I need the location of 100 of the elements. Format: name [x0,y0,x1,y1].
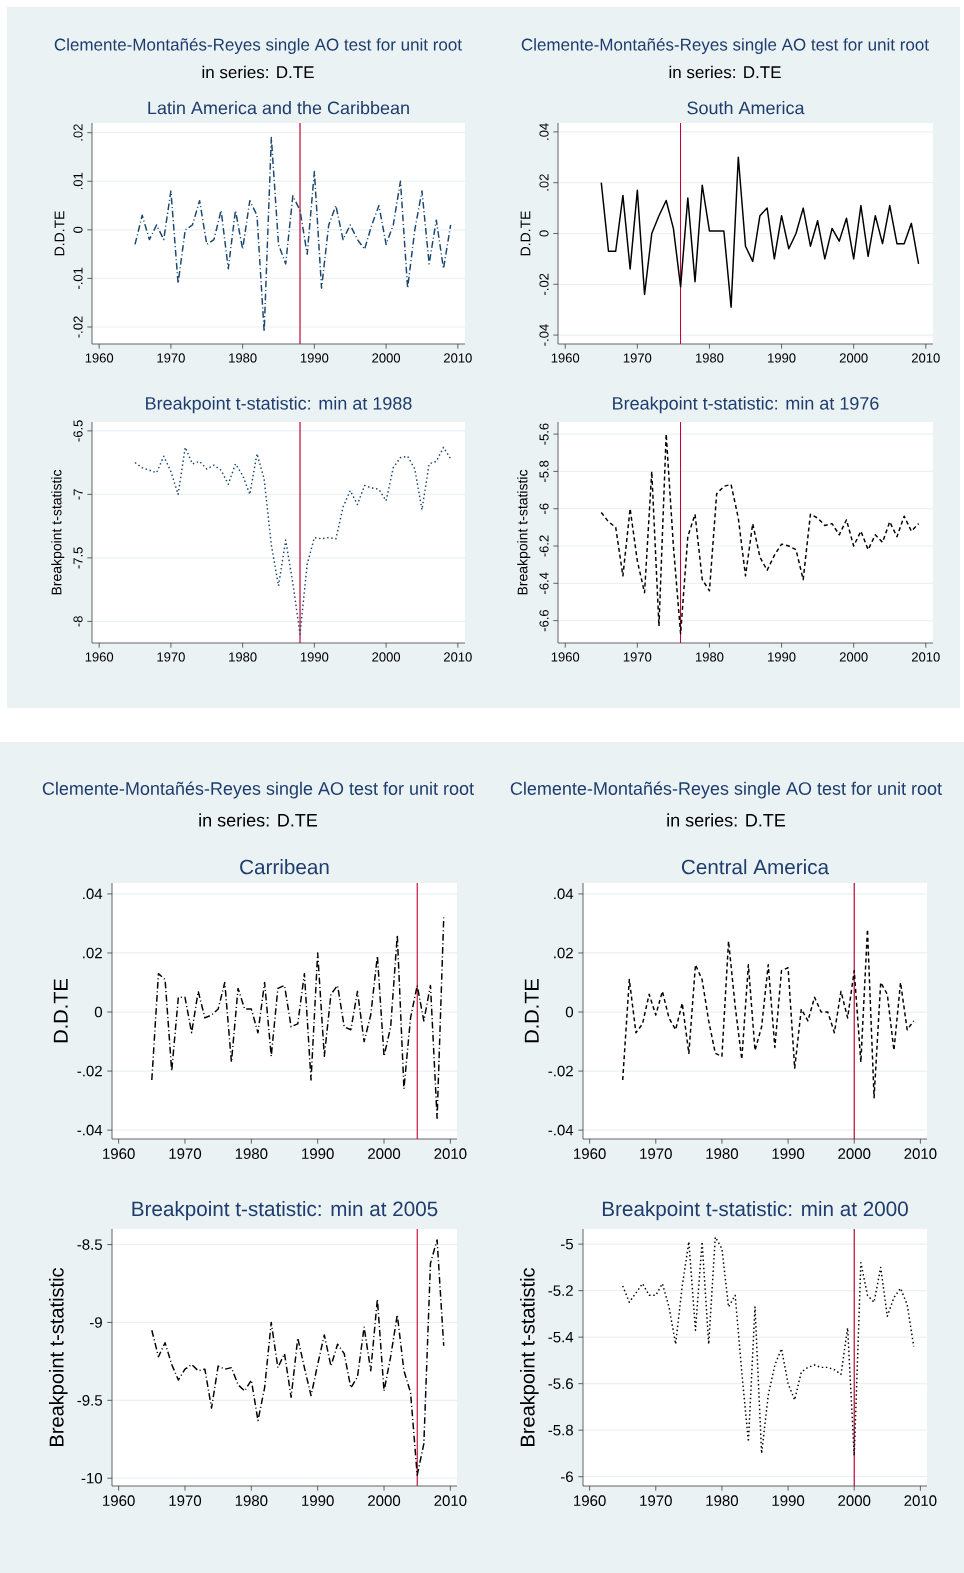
x-tick-label: 1990 [300,652,329,662]
x-tick-label: 1970 [157,353,185,363]
y-axis-title: D.D.TE [520,211,531,256]
x-tick-label: 2010 [444,353,472,363]
y-tick-label: -5.8 [539,460,549,483]
y-tick-label: .01 [73,172,83,190]
y-tick-label: -5.2 [548,1285,573,1296]
x-tick-label: 1960 [551,652,580,662]
x-tick-label: 1960 [574,1495,606,1506]
x-tick-label: 1960 [551,353,580,363]
text: in series: D.TE [667,813,786,827]
line-series [134,136,452,333]
x-tick-label: 1970 [640,1148,672,1159]
x-tick-label: 2010 [911,353,940,363]
y-axis-title: Breakpoint t-statistic [48,1268,68,1446]
y-tick-label: -.04 [548,1124,574,1136]
chart-title: Breakpoint t-statistic: min at 1976 [613,396,879,414]
x-tick-label: 2010 [444,652,472,662]
y-tick-label: -5 [560,1238,573,1250]
y-tick-label: .02 [83,947,102,959]
text: in series: D.TE [202,65,314,79]
text: in series: D.TE [199,813,318,827]
y-tick-label: 0 [539,230,549,237]
x-tick-label: 1990 [772,1495,805,1506]
y-tick-label: .04 [83,888,103,900]
y-tick-label: -6.6 [539,609,549,632]
text: Clemente-Montañés-Reyes single AO test for unit root [42,781,474,799]
x-tick-label: 1990 [772,1148,805,1159]
y-tick-label: -9.5 [77,1395,102,1406]
y-axis-title: D.D.TE [53,979,68,1043]
x-tick-label: 2010 [434,1495,467,1506]
chart-title: Latin America and the Caribbean [148,101,409,115]
y-tick-label: -.01 [73,267,83,290]
x-tick-label: 1970 [169,1495,202,1506]
y-tick-label: -8 [73,616,83,627]
x-tick-label: 1960 [85,652,114,662]
y-tick-label: .02 [73,124,83,141]
x-tick-label: 2000 [838,1495,871,1506]
text: in series: D.TE [669,65,781,79]
y-tick-label: .02 [539,174,549,191]
x-tick-label: 1960 [103,1495,135,1506]
x-tick-label: 1970 [623,652,652,662]
text: Clemente-Montañés-Reyes single AO test for unit root [510,781,942,799]
x-tick-label: 1990 [768,353,796,363]
chart-title: Carribean [240,859,329,875]
text: Clemente-Montañés-Reyes single AO test for unit root [521,37,929,55]
x-tick-label: 2000 [839,353,868,363]
y-tick-label: .04 [554,888,574,900]
y-tick-label: -5.4 [548,1331,574,1343]
x-tick-label: 1980 [229,652,257,662]
x-tick-label: 1960 [574,1148,606,1159]
x-tick-label: 1980 [235,1495,268,1506]
x-tick-label: 1980 [235,1148,268,1159]
y-tick-label: 0 [565,1006,574,1018]
x-tick-label: 1960 [85,353,114,363]
x-tick-label: 1970 [169,1148,202,1159]
x-tick-label: 1990 [302,1148,334,1159]
line-series [621,1236,915,1457]
text: Clemente-Montañés-Reyes single AO test for unit root [54,37,462,55]
line-series [600,433,920,635]
chart-title: Breakpoint t-statistic: min at 2005 [132,1201,438,1221]
y-tick-label: -.02 [548,1065,573,1077]
y-tick-label: -10 [81,1472,103,1484]
x-tick-label: 2010 [434,1148,467,1159]
x-tick-label: 1980 [706,1148,739,1159]
y-axis-title: D.D.TE [524,979,539,1043]
x-tick-label: 1980 [229,353,257,363]
y-tick-label: -5.6 [539,423,549,445]
y-tick-label: -6.2 [539,535,549,557]
line-series [621,928,915,1099]
x-tick-label: 1990 [302,1495,334,1506]
x-tick-label: 2010 [911,652,940,662]
y-tick-label: -.02 [77,1065,102,1077]
y-tick-label: .04 [539,123,549,140]
chart-title: Breakpoint t-statistic: min at 1988 [146,396,412,414]
y-tick-label: -7.5 [73,547,83,569]
chart-title: South America [687,101,805,115]
y-tick-label: -.04 [77,1124,103,1136]
x-tick-label: 1980 [695,353,724,363]
line-series [151,1239,445,1476]
y-tick-label: -9 [89,1317,102,1328]
x-tick-label: 2000 [838,1148,871,1159]
y-tick-label: -6 [539,503,549,514]
y-tick-label: -.02 [539,273,549,295]
x-tick-label: 2000 [372,652,401,662]
y-tick-label: 0 [73,226,83,233]
y-axis-title: Breakpoint t-statistic [517,469,531,595]
y-tick-label: -8.5 [77,1239,102,1250]
y-tick-label: 0 [94,1006,103,1018]
y-axis-title: Breakpoint t-statistic [51,469,65,595]
y-tick-label: -6.5 [73,420,83,442]
x-tick-label: 2000 [372,353,401,363]
x-tick-label: 1960 [103,1148,135,1159]
x-tick-label: 2000 [368,1495,401,1506]
chart-title: Central America [681,859,830,875]
y-tick-label: -7 [73,489,83,500]
y-tick-label: -6.4 [539,572,549,594]
x-tick-label: 2000 [368,1148,401,1159]
x-tick-label: 1970 [640,1495,672,1506]
x-tick-label: 1990 [300,353,329,363]
